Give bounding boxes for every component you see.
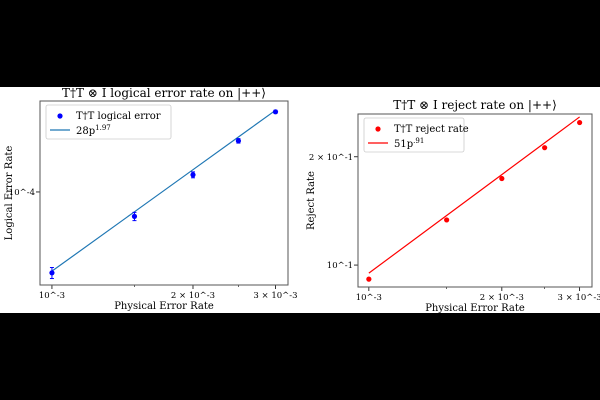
fit-line bbox=[368, 116, 580, 274]
legend: T†T logical error 28p1.97 bbox=[45, 104, 172, 140]
legend-marker bbox=[57, 113, 63, 119]
legend-box bbox=[45, 104, 172, 140]
x-tick-label: 3 × 10^-3 bbox=[253, 291, 297, 301]
subplot-2: T†T ⊗ I reject rate on |++⟩ Physical Erro… bbox=[306, 98, 600, 314]
x-tick-label: 10^-3 bbox=[39, 291, 65, 301]
chart-title: T†T ⊗ I logical error rate on |++⟩ bbox=[62, 86, 266, 100]
data-point bbox=[190, 172, 196, 178]
subplot-1: T†T ⊗ I logical error rate on |++⟩ Physic… bbox=[4, 86, 298, 312]
legend: T†T reject rate 51p.91 bbox=[363, 117, 469, 153]
data-point bbox=[542, 145, 548, 151]
data-point bbox=[444, 217, 450, 223]
y-tick-label: 10^-4 bbox=[9, 188, 35, 198]
data-point bbox=[272, 109, 279, 115]
legend-label-points: T†T reject rate bbox=[394, 124, 469, 135]
fit-line bbox=[51, 109, 276, 272]
legend-label-fit: 28p1.97 bbox=[76, 124, 111, 137]
y-tick-label: 2 × 10^-1 bbox=[309, 153, 353, 163]
data-point bbox=[577, 119, 583, 126]
legend-box bbox=[363, 117, 465, 153]
legend-label-points: T†T logical error bbox=[76, 111, 161, 122]
legend-fit-base: 28p bbox=[76, 126, 95, 137]
y-axis-label: Reject Rate bbox=[306, 171, 317, 230]
legend-fit-exponent: 1.97 bbox=[95, 124, 111, 132]
legend-fit-base: 51p bbox=[394, 139, 413, 150]
axes-frame bbox=[39, 100, 289, 286]
data-point bbox=[499, 175, 505, 182]
axes-frame bbox=[357, 113, 593, 288]
data-point bbox=[366, 276, 372, 282]
chart-title: T†T ⊗ I reject rate on |++⟩ bbox=[393, 98, 557, 112]
data-point bbox=[131, 213, 138, 219]
y-axis-label: Logical Error Rate bbox=[4, 146, 15, 241]
x-tick-label: 2 × 10^-3 bbox=[480, 293, 524, 303]
x-axis-label: Physical Error Rate bbox=[425, 303, 525, 314]
x-tick-label: 10^-3 bbox=[356, 293, 382, 303]
y-tick-label: 10^-1 bbox=[327, 261, 353, 271]
x-tick-label: 2 × 10^-3 bbox=[171, 291, 215, 301]
legend-marker bbox=[375, 126, 381, 132]
x-axis-label: Physical Error Rate bbox=[114, 301, 214, 312]
x-tick-label: 3 × 10^-3 bbox=[558, 293, 600, 303]
legend-fit-exponent: .91 bbox=[413, 137, 424, 145]
legend-label-fit: 51p.91 bbox=[394, 137, 424, 150]
data-point bbox=[49, 270, 55, 276]
data-point bbox=[235, 138, 242, 144]
